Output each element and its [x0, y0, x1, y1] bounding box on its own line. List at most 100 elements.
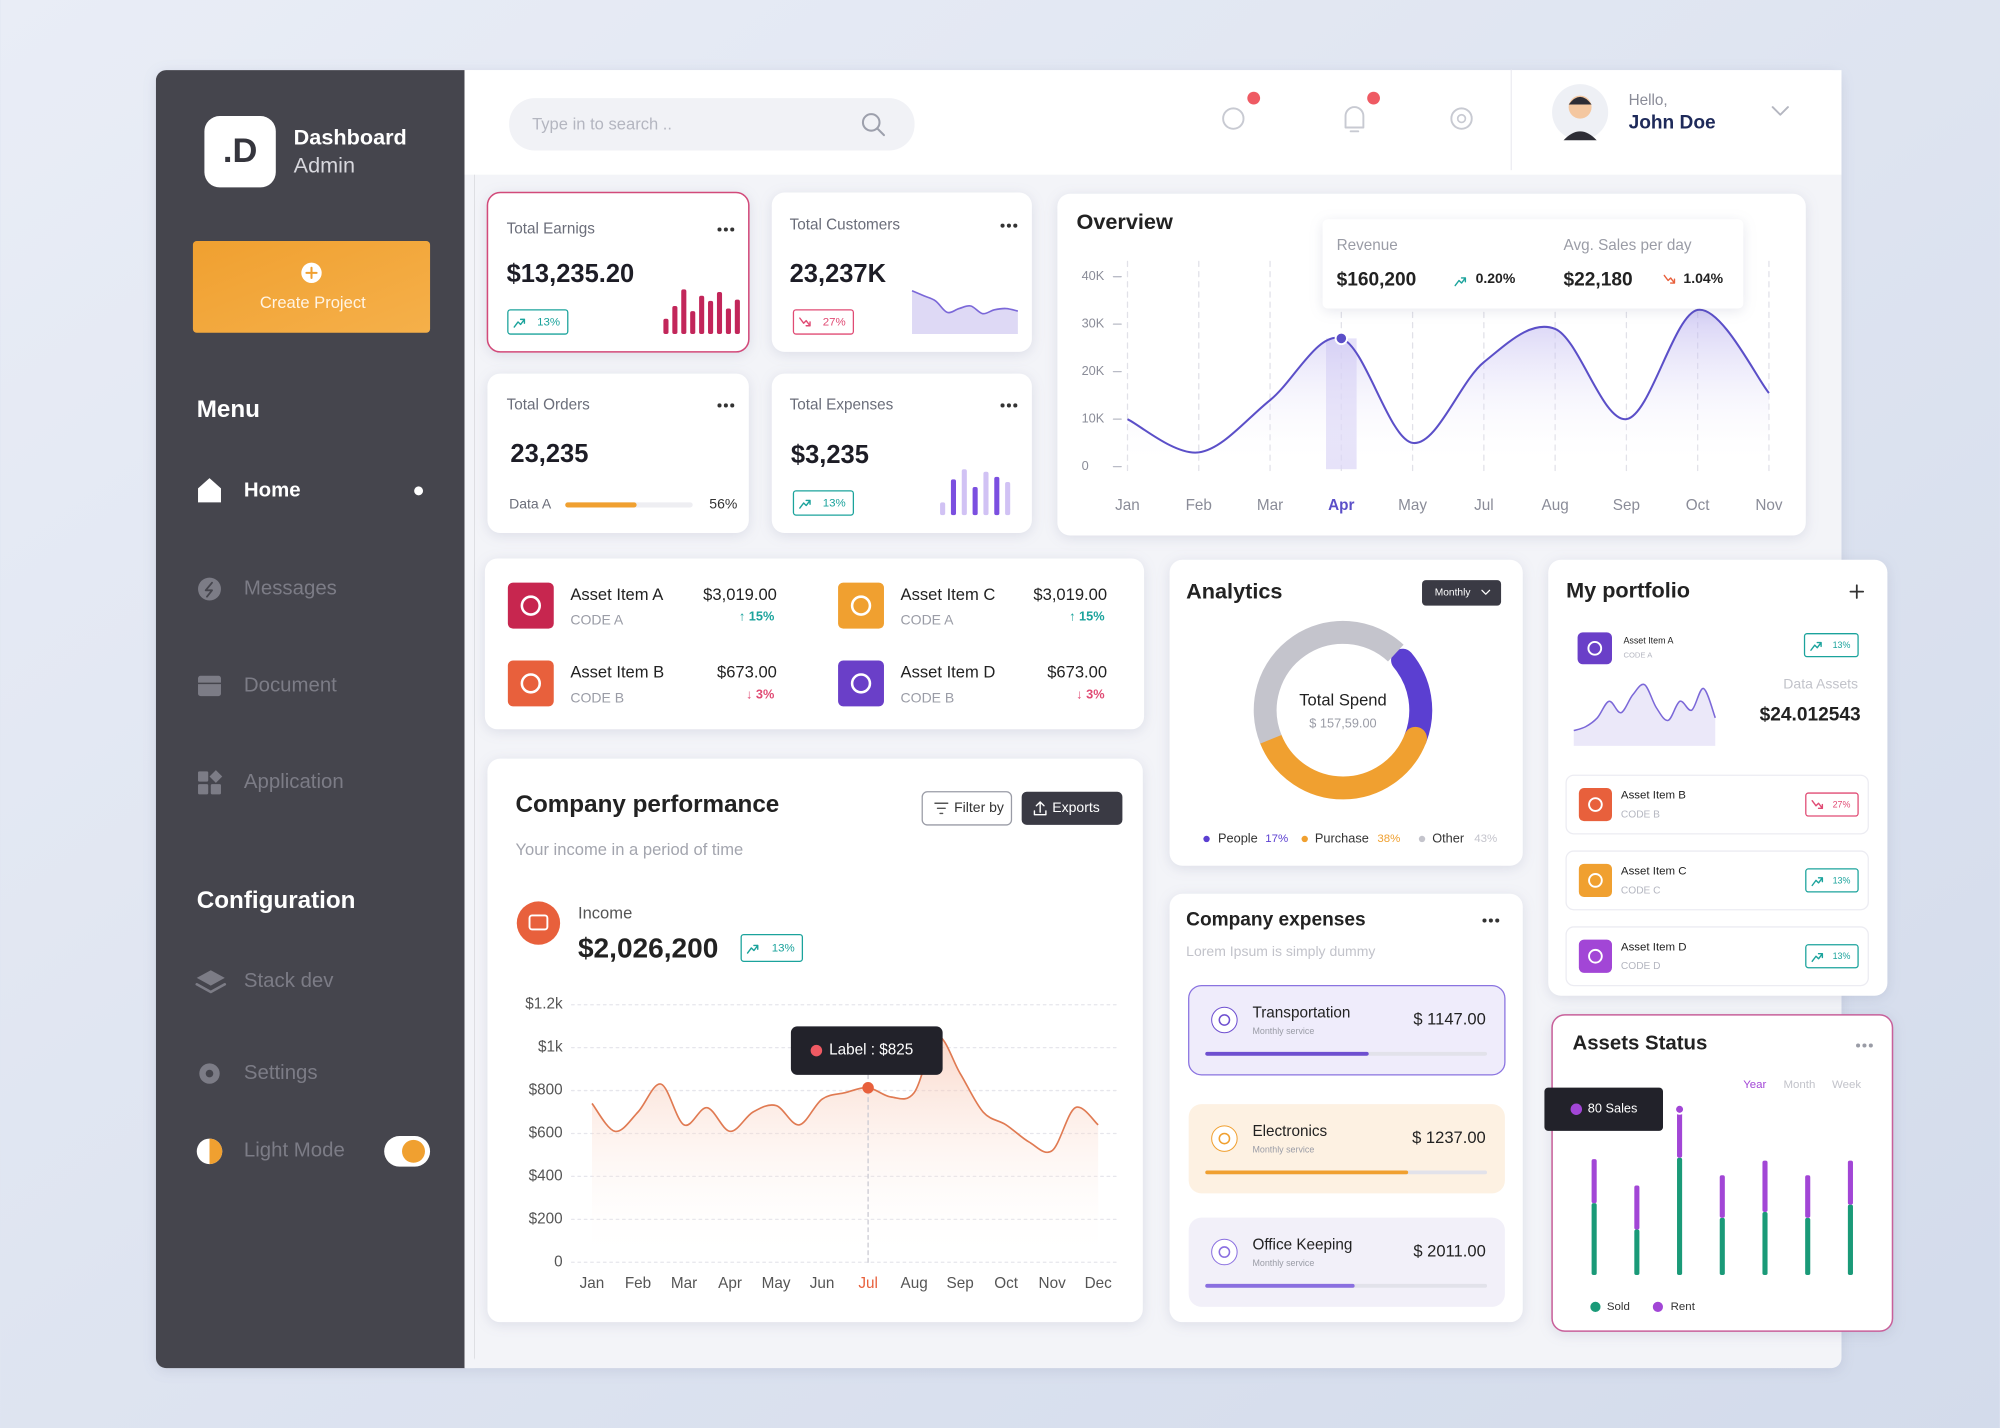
section-title: Menu — [197, 396, 260, 423]
config-item[interactable]: Settings — [244, 1062, 318, 1084]
menu-item[interactable]: Home — [244, 479, 301, 501]
expense-note: Monthly service — [1252, 1026, 1314, 1036]
y-tick-label: $800 — [529, 1082, 563, 1099]
asset-glyph — [1588, 797, 1603, 812]
x-tick-label: Mar — [1257, 497, 1283, 514]
bar-segment — [1634, 1185, 1640, 1230]
legend-value: 38% — [1377, 833, 1400, 845]
create-project-button[interactable] — [192, 240, 431, 333]
portfolio-item[interactable] — [1565, 850, 1869, 911]
more-dot — [717, 227, 722, 232]
more-dot — [1495, 918, 1500, 923]
wallet-glyph — [528, 914, 549, 931]
asset-price: $3,019.00 — [1033, 585, 1107, 604]
spark-bar — [716, 291, 723, 335]
asset-change: ↓ 3% — [746, 686, 774, 701]
more-dot — [1013, 223, 1018, 228]
bar-segment — [1677, 1157, 1683, 1275]
bar-segment — [1847, 1160, 1853, 1205]
x-tick-label: Mar — [671, 1275, 697, 1292]
badge — [792, 309, 855, 335]
tooltip-text: 80 Sales — [1588, 1101, 1638, 1116]
stat-title: Total Orders — [507, 396, 591, 413]
expense-name: Office Keeping — [1252, 1237, 1352, 1254]
y-tick-label: 0 — [1082, 458, 1089, 473]
asset-code: CODE D — [1621, 961, 1661, 972]
bar-segment — [1591, 1203, 1597, 1275]
expense-item[interactable] — [1188, 1217, 1505, 1307]
area-fill — [1127, 309, 1769, 467]
expense-note: Monthly service — [1252, 1258, 1314, 1268]
spark-bar — [994, 476, 1000, 516]
badge-text: 13% — [537, 317, 560, 329]
summary-value: $22,180 — [1564, 270, 1633, 291]
more-dot — [730, 227, 735, 232]
x-tick-label: Sep — [1613, 497, 1640, 514]
filter-button[interactable] — [921, 791, 1013, 826]
bar-segment — [1805, 1217, 1811, 1275]
logo: .D — [223, 132, 257, 170]
bar-segment — [1805, 1175, 1811, 1218]
more-dot — [723, 403, 728, 408]
more-dot — [1868, 1043, 1873, 1048]
badge-text: 13% — [1833, 640, 1851, 650]
period-tab[interactable]: Year — [1743, 1079, 1766, 1091]
portfolio-item[interactable] — [1565, 926, 1869, 987]
x-tick-label: Dec — [1085, 1275, 1113, 1292]
stat-title: Total Customers — [790, 217, 901, 234]
period-tab[interactable]: Month — [1783, 1079, 1815, 1091]
stat-value: 23,237K — [790, 260, 887, 288]
portfolio-item[interactable] — [1565, 774, 1869, 835]
menu-item[interactable]: Messages — [244, 577, 337, 599]
period-tab[interactable]: Week — [1832, 1079, 1861, 1091]
menu-item[interactable]: Application — [244, 771, 344, 793]
tooltip-dot — [1570, 1103, 1583, 1115]
avatar-body — [1563, 131, 1597, 141]
area-fill — [592, 1036, 1099, 1263]
card-title: Company performance — [516, 791, 780, 818]
asset-icon — [1578, 787, 1612, 822]
asset-change: ↑ 15% — [739, 608, 774, 623]
period-dropdown[interactable] — [1422, 580, 1502, 606]
more-dot — [1000, 223, 1005, 228]
asset-code: CODE B — [901, 689, 955, 705]
spark-bar — [983, 471, 989, 516]
x-tick-label: Sep — [947, 1275, 974, 1292]
chevron — [1771, 106, 1789, 116]
progress-fill — [1205, 1170, 1409, 1175]
asset-glyph — [1588, 948, 1603, 964]
spark-bar — [663, 318, 669, 335]
search-box[interactable] — [509, 98, 915, 151]
point-marker — [1334, 331, 1349, 346]
badge — [792, 490, 855, 516]
asset-name: Asset Item B — [1621, 790, 1686, 802]
bar-segment — [1762, 1160, 1768, 1212]
menu-item[interactable]: Document — [244, 674, 337, 696]
expense-item[interactable] — [1188, 1104, 1505, 1194]
card-title: Company expenses — [1186, 910, 1366, 931]
x-tick-label: Oct — [994, 1275, 1019, 1292]
asset-code: CODE B — [570, 689, 624, 705]
chat-icon — [1222, 107, 1245, 130]
expense-item[interactable] — [1188, 984, 1506, 1076]
export-button[interactable] — [1021, 791, 1123, 825]
spark-bar — [972, 487, 978, 516]
card-title: Analytics — [1186, 579, 1282, 604]
spark-bar — [708, 300, 714, 335]
trend-arrow — [746, 944, 759, 954]
asset-price: $673.00 — [717, 663, 777, 682]
y-tick-label: $1k — [538, 1039, 563, 1056]
spark-area — [1573, 684, 1716, 746]
x-tick-label: Feb — [1186, 497, 1212, 514]
progress-fill — [1205, 1051, 1369, 1056]
config-item[interactable]: Stack dev — [244, 970, 334, 992]
brand-subtitle: Admin — [294, 153, 355, 178]
spark-line — [1573, 683, 1716, 732]
card-title: My portfolio — [1566, 577, 1690, 602]
badge — [1805, 868, 1859, 893]
legend-dot — [1590, 1301, 1601, 1312]
config-item[interactable]: Light Mode — [244, 1140, 345, 1162]
gear-icon — [1450, 107, 1473, 130]
trend-arrow — [799, 317, 811, 327]
